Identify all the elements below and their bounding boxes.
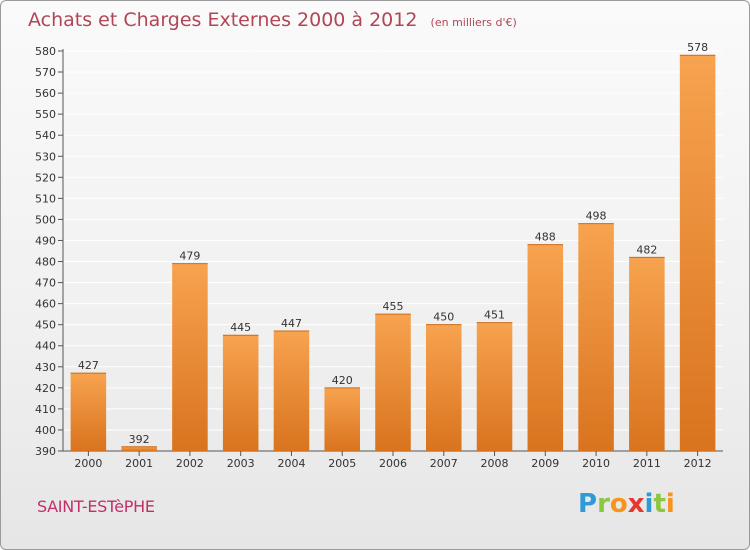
x-tick-label: 2001 (125, 457, 153, 470)
bar (324, 387, 360, 451)
logo-letter: i (644, 489, 654, 519)
x-tick-label: 2002 (176, 457, 204, 470)
logo-letter: t (653, 489, 666, 519)
data-label: 479 (179, 250, 200, 263)
y-tick-label: 390 (35, 445, 56, 458)
commune-name: SAINT-ESTèPHE (37, 497, 155, 516)
y-tick-label: 480 (35, 256, 56, 269)
x-tick-label: 2008 (481, 457, 509, 470)
bar (172, 263, 208, 451)
y-tick-label: 410 (35, 403, 56, 416)
logo-letter: i (665, 489, 675, 519)
logo-letter: x (627, 489, 645, 519)
x-tick-label: 2003 (227, 457, 255, 470)
x-tick-label: 2004 (277, 457, 305, 470)
x-tick-label: 2009 (531, 457, 559, 470)
bar (273, 331, 310, 451)
chart-title: Achats et Charges Externes 2000 à 2012 (… (28, 9, 517, 31)
y-tick-label: 490 (35, 234, 56, 247)
data-label: 450 (433, 311, 454, 324)
data-label: 447 (281, 317, 302, 330)
bar (679, 55, 716, 452)
data-label: 498 (586, 210, 607, 223)
data-label: 488 (535, 231, 556, 244)
bar (375, 314, 411, 451)
y-tick-label: 470 (35, 277, 56, 290)
x-tick-label: 2006 (379, 457, 407, 470)
x-tick-label: 2012 (684, 457, 712, 470)
y-tick-label: 520 (35, 171, 56, 184)
chart-unit-note: (en milliers d'€) (430, 16, 517, 29)
data-label: 455 (383, 300, 404, 313)
y-tick-label: 400 (35, 424, 56, 437)
x-tick-label: 2010 (582, 457, 610, 470)
data-label: 451 (484, 309, 505, 322)
y-tick-label: 450 (35, 319, 56, 332)
x-tick-label: 2011 (633, 457, 661, 470)
y-tick-label: 530 (35, 150, 56, 163)
y-tick-label: 460 (35, 298, 56, 311)
data-label: 427 (78, 359, 99, 372)
data-label: 420 (332, 374, 353, 387)
y-tick-label: 510 (35, 192, 56, 205)
bar (629, 257, 665, 451)
data-label: 578 (687, 41, 708, 54)
bar (578, 223, 614, 451)
bar (222, 335, 259, 451)
y-tick-label: 540 (35, 129, 56, 142)
bar (426, 324, 462, 451)
data-label: 482 (636, 243, 657, 256)
x-tick-label: 2000 (74, 457, 102, 470)
y-tick-label: 430 (35, 361, 56, 374)
proxiti-logo: Proxiti (578, 489, 675, 519)
data-label: 445 (230, 321, 251, 334)
logo-letter: P (578, 489, 598, 519)
y-tick-label: 550 (35, 108, 56, 121)
y-tick-label: 500 (35, 213, 56, 226)
y-tick-label: 570 (35, 66, 56, 79)
data-label: 392 (129, 433, 150, 446)
bar (527, 244, 564, 451)
logo-letter: r (597, 489, 610, 519)
y-tick-label: 580 (35, 45, 56, 58)
x-tick-label: 2007 (430, 457, 458, 470)
x-tick-label: 2005 (328, 457, 356, 470)
y-tick-label: 440 (35, 340, 56, 353)
bar (476, 322, 513, 451)
chart-title-text: Achats et Charges Externes 2000 à 2012 (28, 9, 418, 31)
y-tick-label: 420 (35, 382, 56, 395)
logo-letter: o (609, 489, 628, 519)
bar (70, 373, 107, 451)
y-tick-label: 560 (35, 87, 56, 100)
bar (121, 446, 157, 451)
